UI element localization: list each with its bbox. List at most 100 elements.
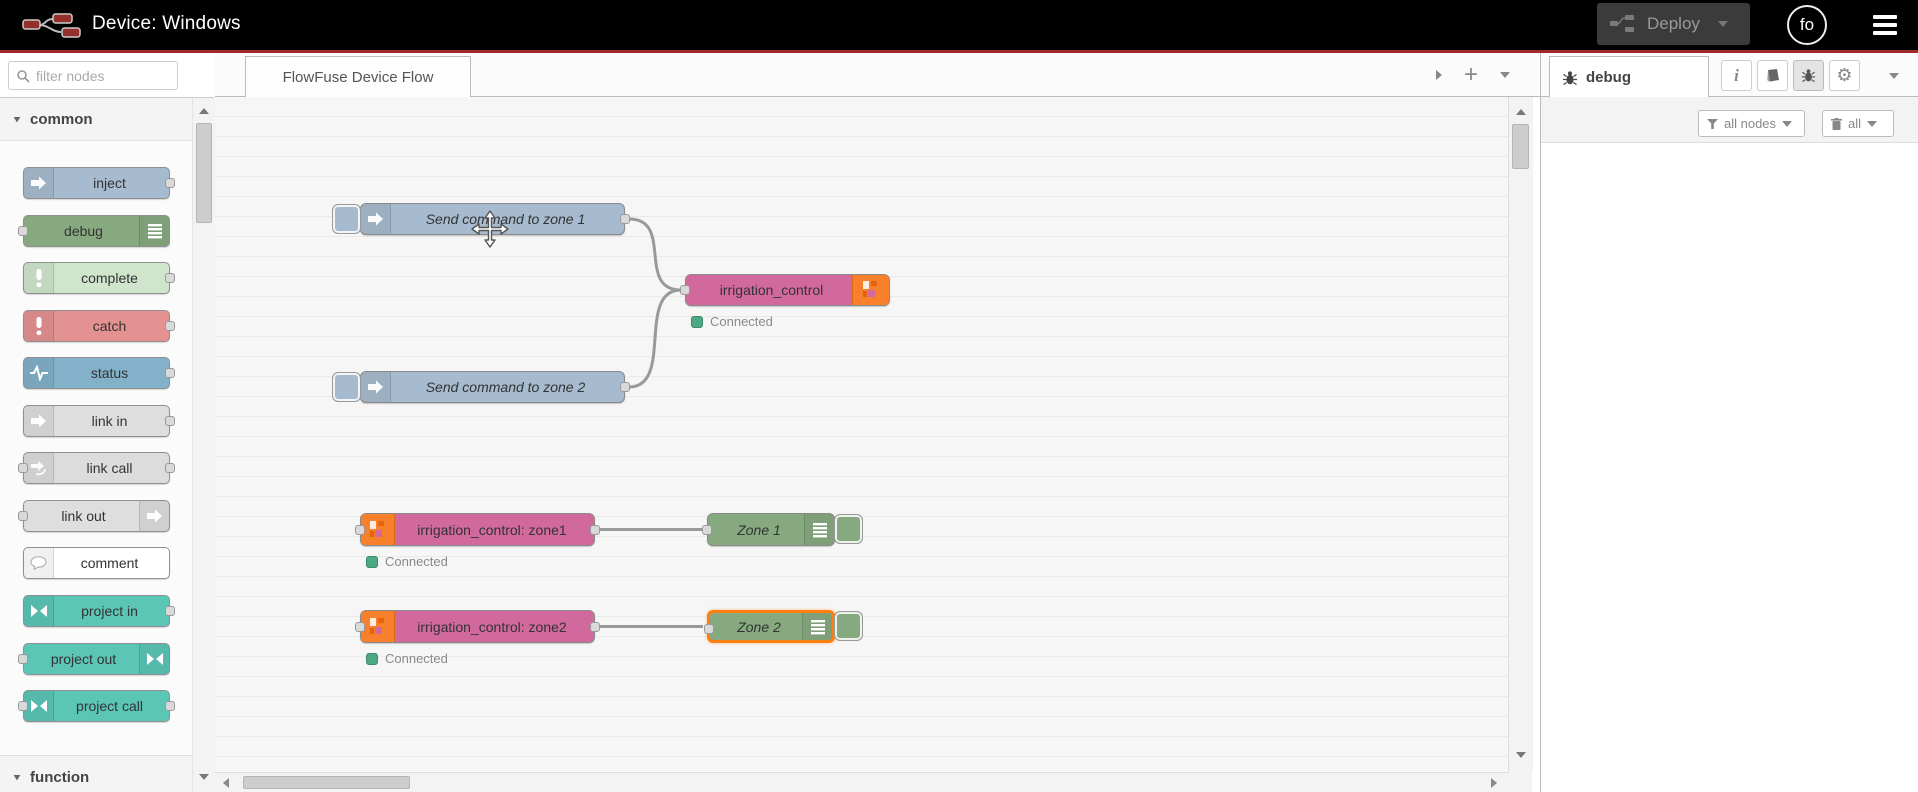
debug-clear-label: all bbox=[1848, 116, 1862, 131]
palette-node-catch[interactable]: catch bbox=[23, 310, 175, 342]
node-label: irrigation_control: zone1 bbox=[417, 521, 567, 538]
scroll-up-arrow-icon[interactable] bbox=[199, 108, 209, 114]
move-cursor-icon bbox=[471, 210, 509, 248]
node-status: Connected bbox=[366, 554, 448, 569]
output-port bbox=[165, 606, 175, 616]
bug-icon bbox=[1801, 69, 1816, 83]
bug-icon bbox=[1563, 70, 1577, 85]
palette-scrollbar[interactable] bbox=[192, 98, 215, 792]
debug-tab-button[interactable] bbox=[1793, 60, 1824, 91]
inject-arrow-icon bbox=[24, 168, 54, 198]
node-label: Send command to zone 1 bbox=[425, 211, 586, 227]
palette-node-label: link call bbox=[86, 460, 133, 476]
flow-node-irrigation-zone2[interactable]: irrigation_control: zone2 bbox=[355, 610, 600, 643]
scroll-up-arrow-icon[interactable] bbox=[1516, 109, 1526, 115]
inject-trigger-button[interactable] bbox=[332, 204, 361, 234]
debug-filter-button[interactable]: all nodes bbox=[1698, 110, 1805, 137]
chevron-down-icon: ▾ bbox=[14, 771, 21, 783]
scroll-down-arrow-icon[interactable] bbox=[1516, 752, 1526, 758]
help-tab-button[interactable] bbox=[1757, 60, 1788, 91]
palette-node-label: project call bbox=[76, 698, 143, 714]
canvas-hscrollbar-thumb[interactable] bbox=[243, 776, 410, 789]
palette-category-common[interactable]: ▾ common bbox=[0, 98, 214, 141]
input-port[interactable] bbox=[355, 621, 365, 632]
palette-filter-row: filter nodes bbox=[0, 53, 214, 98]
input-port[interactable] bbox=[680, 285, 690, 295]
scroll-down-arrow-icon[interactable] bbox=[199, 774, 209, 780]
output-port[interactable] bbox=[620, 214, 630, 224]
palette-node-project-call[interactable]: project call bbox=[18, 690, 175, 722]
flow-node-irrigation-zone1[interactable]: irrigation_control: zone1 bbox=[355, 513, 600, 546]
output-port bbox=[165, 273, 175, 283]
input-port[interactable] bbox=[355, 524, 365, 535]
input-port[interactable] bbox=[704, 623, 714, 634]
palette-node-complete[interactable]: complete bbox=[23, 262, 175, 294]
output-port bbox=[165, 178, 175, 188]
palette-search-placeholder: filter nodes bbox=[36, 67, 105, 84]
flowfuse-icon bbox=[361, 611, 395, 642]
deploy-options-chevron-icon[interactable] bbox=[1717, 21, 1728, 27]
config-nodes-tab-button[interactable]: ⚙ bbox=[1829, 60, 1860, 91]
palette-node-project-out[interactable]: project out bbox=[18, 643, 170, 675]
tab-debug[interactable]: debug bbox=[1549, 56, 1709, 98]
palette-category-function[interactable]: ▾ function bbox=[0, 755, 214, 792]
add-flow-button[interactable]: + bbox=[1463, 61, 1478, 88]
canvas-vertical-scrollbar[interactable] bbox=[1508, 97, 1533, 772]
output-port[interactable] bbox=[620, 382, 630, 392]
flow-node-inject-zone2[interactable]: Send command to zone 2 bbox=[332, 371, 630, 403]
debug-list-icon bbox=[804, 514, 834, 545]
scroll-right-arrow-icon[interactable] bbox=[1491, 778, 1497, 788]
scroll-left-arrow-icon[interactable] bbox=[223, 778, 229, 788]
palette-node-debug[interactable]: debug bbox=[18, 215, 170, 247]
node-red-logo-icon bbox=[22, 13, 81, 38]
palette-scrollbar-thumb[interactable] bbox=[196, 123, 212, 223]
palette-category-label: function bbox=[30, 768, 90, 786]
palette-node-link-call[interactable]: link call bbox=[18, 452, 175, 484]
node-status: Connected bbox=[691, 314, 773, 329]
info-icon: i bbox=[1734, 65, 1739, 85]
debug-toggle-button[interactable] bbox=[834, 611, 863, 641]
palette-node-inject[interactable]: inject bbox=[23, 167, 175, 199]
flow-list-chevron-icon[interactable] bbox=[1500, 72, 1510, 78]
status-connected-dot bbox=[691, 315, 703, 328]
flow-node-zone2-debug[interactable]: Zone 2 bbox=[704, 610, 863, 643]
sidebar-more-chevron-icon[interactable] bbox=[1889, 73, 1899, 79]
input-port bbox=[18, 463, 28, 473]
page-title: Device: Windows bbox=[92, 13, 241, 34]
flow-canvas[interactable] bbox=[215, 97, 1508, 772]
debug-clear-button[interactable]: all bbox=[1822, 110, 1894, 137]
status-text: Connected bbox=[385, 554, 448, 569]
palette-node-link-in[interactable]: link in bbox=[23, 405, 175, 437]
input-port bbox=[18, 226, 28, 236]
flow-node-irrigation-control[interactable]: irrigation_control bbox=[680, 274, 890, 306]
palette-search-input[interactable]: filter nodes bbox=[8, 61, 178, 90]
output-port bbox=[165, 321, 175, 331]
deploy-button[interactable]: Deploy bbox=[1597, 3, 1750, 45]
info-tab-button[interactable]: i bbox=[1721, 60, 1752, 91]
flow-node-zone1-debug[interactable]: Zone 1 bbox=[702, 513, 863, 546]
palette-node-status[interactable]: status bbox=[23, 357, 175, 389]
user-avatar[interactable]: fo bbox=[1787, 5, 1827, 45]
exclamation-icon bbox=[24, 263, 54, 293]
inject-trigger-button[interactable] bbox=[332, 372, 361, 402]
debug-toggle-button[interactable] bbox=[834, 514, 863, 544]
input-port[interactable] bbox=[702, 524, 712, 535]
palette-node-comment[interactable]: comment bbox=[23, 547, 170, 579]
canvas-horizontal-scrollbar[interactable] bbox=[215, 772, 1508, 792]
palette-node-label: inject bbox=[93, 175, 126, 191]
status-connected-dot bbox=[366, 555, 378, 568]
palette-node-label: link out bbox=[61, 508, 106, 524]
palette-node-link-out[interactable]: link out bbox=[18, 500, 170, 532]
main-menu-button[interactable] bbox=[1873, 15, 1897, 35]
output-port[interactable] bbox=[590, 524, 600, 535]
tab-scroll-right-icon[interactable] bbox=[1435, 70, 1442, 80]
output-port[interactable] bbox=[590, 621, 600, 632]
palette-node-label: project out bbox=[50, 651, 117, 667]
palette-node-label: debug bbox=[64, 223, 103, 239]
flowfuse-icon bbox=[852, 275, 889, 305]
tab-flowfuse-device-flow[interactable]: FlowFuse Device Flow bbox=[245, 56, 471, 98]
palette-node-project-in[interactable]: project in bbox=[23, 595, 175, 627]
canvas-vscrollbar-thumb[interactable] bbox=[1512, 124, 1529, 169]
output-port bbox=[165, 463, 175, 473]
debug-tab-label: debug bbox=[1586, 69, 1631, 86]
